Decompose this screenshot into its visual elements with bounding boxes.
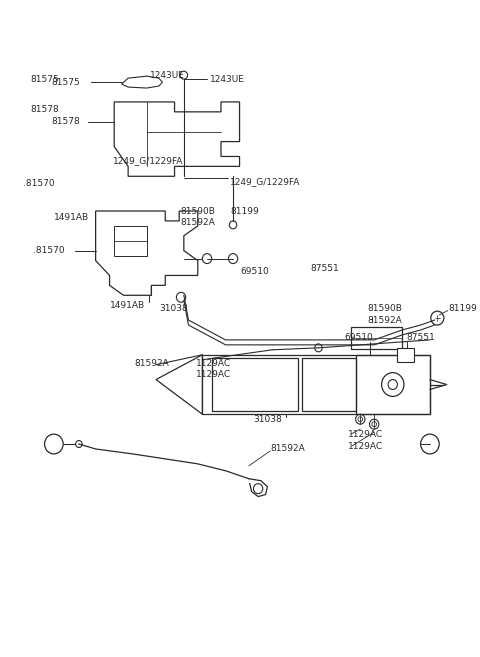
Text: 81592A: 81592A xyxy=(368,315,402,325)
Text: 69510: 69510 xyxy=(345,333,373,342)
Text: .81570: .81570 xyxy=(23,179,54,189)
Text: 87551: 87551 xyxy=(407,333,435,342)
Text: 1243UE: 1243UE xyxy=(150,71,185,80)
Text: 1243UE: 1243UE xyxy=(210,75,245,83)
Text: 1129AC: 1129AC xyxy=(348,430,384,439)
Text: 81575: 81575 xyxy=(31,75,60,84)
Text: 81199: 81199 xyxy=(230,207,259,215)
Text: 1249_G/1229FA: 1249_G/1229FA xyxy=(113,156,184,166)
Text: 81590B: 81590B xyxy=(368,304,403,313)
Text: 81592A: 81592A xyxy=(270,445,305,453)
Text: 1129AC: 1129AC xyxy=(196,359,231,367)
Text: 1491AB: 1491AB xyxy=(109,301,144,309)
Text: 81199: 81199 xyxy=(448,304,477,313)
Text: 69510: 69510 xyxy=(240,267,269,277)
Bar xyxy=(397,348,414,362)
Text: 81575: 81575 xyxy=(51,78,80,87)
Text: 1129AC: 1129AC xyxy=(196,370,231,378)
Text: 87551: 87551 xyxy=(310,264,339,273)
Text: 81578: 81578 xyxy=(51,117,80,126)
Text: 1249_G/1229FA: 1249_G/1229FA xyxy=(230,177,300,186)
Bar xyxy=(114,226,147,256)
Text: 31038: 31038 xyxy=(160,304,189,313)
Text: 81592A: 81592A xyxy=(134,359,169,367)
Text: 81592A: 81592A xyxy=(180,218,215,227)
Text: 1491AB: 1491AB xyxy=(54,213,89,221)
Text: 31038: 31038 xyxy=(253,415,282,424)
Text: 1129AC: 1129AC xyxy=(348,443,384,451)
Bar xyxy=(351,327,402,349)
Text: 81590B: 81590B xyxy=(180,207,215,215)
Text: .81570: .81570 xyxy=(34,246,65,255)
Text: 81578: 81578 xyxy=(31,105,60,114)
